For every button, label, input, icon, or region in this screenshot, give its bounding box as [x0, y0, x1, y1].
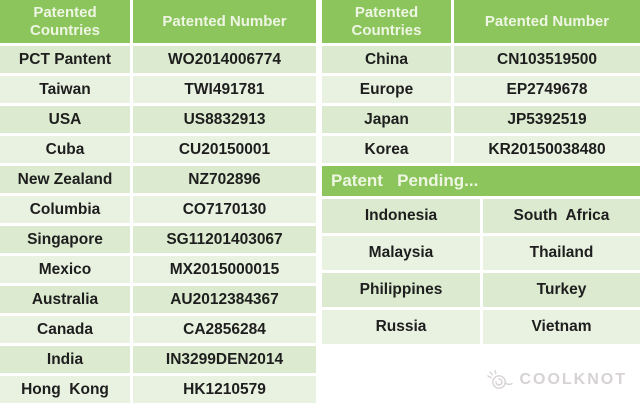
right-header-patented-number: Patented Number [454, 0, 640, 43]
pending-country-cell: Philippines [322, 273, 480, 307]
country-cell: Taiwan [0, 76, 130, 103]
patent-number-cell: WO2014006774 [133, 46, 316, 73]
table-row: China CN103519500 [322, 46, 640, 73]
pending-country-cell: Indonesia [322, 199, 480, 233]
country-cell: Australia [0, 286, 130, 313]
table-row: Cuba CU20150001 [0, 136, 316, 163]
patented-table-right: Patented Countries Patented Number China… [322, 0, 640, 347]
right-table-header-row: Patented Countries Patented Number [322, 0, 640, 43]
pending-row: Russia Vietnam [322, 310, 640, 344]
patent-number-cell: CO7170130 [133, 196, 316, 223]
country-cell: Hong Kong [0, 376, 130, 403]
patent-number-cell: MX2015000015 [133, 256, 316, 283]
patent-number-cell: HK1210579 [133, 376, 316, 403]
pending-country-cell: Thailand [483, 236, 640, 270]
table-row: Europe EP2749678 [322, 76, 640, 103]
left-table-body: PCT Pantent WO2014006774 Taiwan TWI49178… [0, 46, 316, 403]
patent-number-cell: CU20150001 [133, 136, 316, 163]
pending-table-body: Indonesia South Africa Malaysia Thailand… [322, 199, 640, 344]
table-row: New Zealand NZ702896 [0, 166, 316, 193]
patent-number-cell: US8832913 [133, 106, 316, 133]
pending-country-cell: Vietnam [483, 310, 640, 344]
country-cell: New Zealand [0, 166, 130, 193]
country-cell: Singapore [0, 226, 130, 253]
pending-row: Malaysia Thailand [322, 236, 640, 270]
country-cell: Columbia [0, 196, 130, 223]
pending-country-cell: Malaysia [322, 236, 480, 270]
table-row: Canada CA2856284 [0, 316, 316, 343]
country-cell: India [0, 346, 130, 373]
country-cell: USA [0, 106, 130, 133]
patent-number-cell: TWI491781 [133, 76, 316, 103]
patent-number-cell: IN3299DEN2014 [133, 346, 316, 373]
patent-number-cell: JP5392519 [454, 106, 640, 133]
patent-number-cell: KR20150038480 [454, 136, 640, 163]
table-row: USA US8832913 [0, 106, 316, 133]
left-table-header-row: Patented Countries Patented Number [0, 0, 316, 43]
patent-number-cell: NZ702896 [133, 166, 316, 193]
country-cell: Mexico [0, 256, 130, 283]
country-cell: Korea [322, 136, 451, 163]
table-row: PCT Pantent WO2014006774 [0, 46, 316, 73]
table-row: Hong Kong HK1210579 [0, 376, 316, 403]
snail-doodle-icon [487, 369, 514, 389]
pending-country-cell: Russia [322, 310, 480, 344]
table-row: Columbia CO7170130 [0, 196, 316, 223]
right-table-body: China CN103519500 Europe EP2749678 Japan… [322, 46, 640, 163]
patented-table-left: Patented Countries Patented Number PCT P… [0, 0, 316, 403]
table-row: Singapore SG11201403067 [0, 226, 316, 253]
patent-number-cell: CN103519500 [454, 46, 640, 73]
country-cell: China [322, 46, 451, 73]
patent-pending-header: Patent Pending... [322, 166, 640, 196]
table-row: Taiwan TWI491781 [0, 76, 316, 103]
table-row: Australia AU2012384367 [0, 286, 316, 313]
right-header-patented-countries: Patented Countries [322, 0, 451, 43]
patent-number-cell: EP2749678 [454, 76, 640, 103]
country-cell: PCT Pantent [0, 46, 130, 73]
table-row: Korea KR20150038480 [322, 136, 640, 163]
country-cell: Cuba [0, 136, 130, 163]
coolknot-watermark: COOLKNOT [484, 368, 627, 392]
country-cell: Canada [0, 316, 130, 343]
country-cell: Japan [322, 106, 451, 133]
left-header-patented-number: Patented Number [133, 0, 316, 43]
left-header-patented-countries: Patented Countries [0, 0, 130, 43]
pending-country-cell: South Africa [483, 199, 640, 233]
patent-number-cell: SG11201403067 [133, 226, 316, 253]
table-row: Japan JP5392519 [322, 106, 640, 133]
table-row: India IN3299DEN2014 [0, 346, 316, 373]
patent-number-cell: AU2012384367 [133, 286, 316, 313]
patent-number-cell: CA2856284 [133, 316, 316, 343]
pending-row: Philippines Turkey [322, 273, 640, 307]
table-row: Mexico MX2015000015 [0, 256, 316, 283]
pending-row: Indonesia South Africa [322, 199, 640, 233]
brand-name: COOLKNOT [519, 371, 627, 388]
pending-country-cell: Turkey [483, 273, 640, 307]
country-cell: Europe [322, 76, 451, 103]
